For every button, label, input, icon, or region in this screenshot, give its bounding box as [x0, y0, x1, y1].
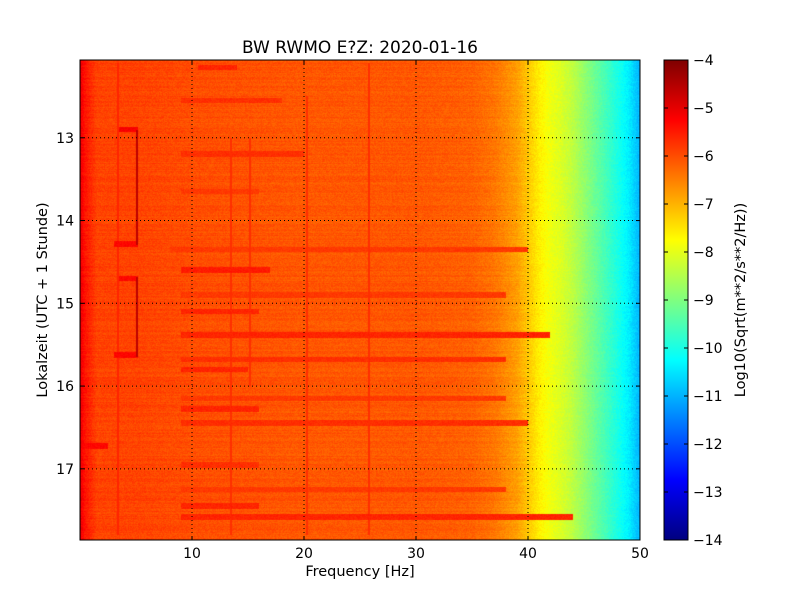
colorbar-tick-label: −6: [693, 149, 714, 165]
spectrogram-heatmap: [80, 60, 640, 540]
y-axis-ticks: 13 14 15 16 17: [56, 131, 640, 478]
x-tick-label: 20: [295, 546, 313, 562]
colorbar-tick-label: −11: [693, 389, 723, 405]
colorbar-tick-label: −4: [693, 53, 714, 69]
colorbar-tick-label: −12: [693, 437, 723, 453]
x-axis-label: Frequency [Hz]: [305, 564, 414, 580]
y-tick-label: 15: [56, 296, 74, 312]
colorbar-tick-label: −14: [693, 533, 723, 549]
colorbar-tick-label: −13: [693, 485, 723, 501]
chart-title: BW RWMO E?Z: 2020-01-16: [242, 38, 478, 58]
grid-lines: [80, 60, 640, 540]
y-tick-label: 17: [56, 462, 74, 478]
plot-frame: [79, 59, 641, 541]
y-tick-label: 16: [56, 379, 74, 395]
colorbar-tick-label: −8: [693, 245, 714, 261]
x-tick-label: 40: [519, 546, 537, 562]
y-tick-label: 13: [56, 131, 74, 147]
colorbar-ticks: −4 −5 −6 −7 −8 −9 −10 −11 −12 −13 −14: [664, 53, 723, 549]
colorbar-label: Log10(Sqrt(m**2/s**2/Hz)): [733, 203, 749, 397]
colorbar-tick-label: −5: [693, 101, 714, 117]
x-axis-ticks: 10 20 30 40 50: [183, 60, 649, 562]
x-tick-label: 50: [631, 546, 649, 562]
x-tick-label: 10: [183, 546, 201, 562]
colorbar-tick-label: −7: [693, 197, 714, 213]
y-tick-label: 14: [56, 214, 74, 230]
x-tick-label: 30: [407, 546, 425, 562]
colorbar-tick-label: −9: [693, 293, 714, 309]
heatmap-canvas: [80, 60, 640, 540]
y-axis-label: Lokalzeit (UTC + 1 Stunde): [35, 202, 51, 397]
colorbar-tick-label: −10: [693, 341, 723, 357]
